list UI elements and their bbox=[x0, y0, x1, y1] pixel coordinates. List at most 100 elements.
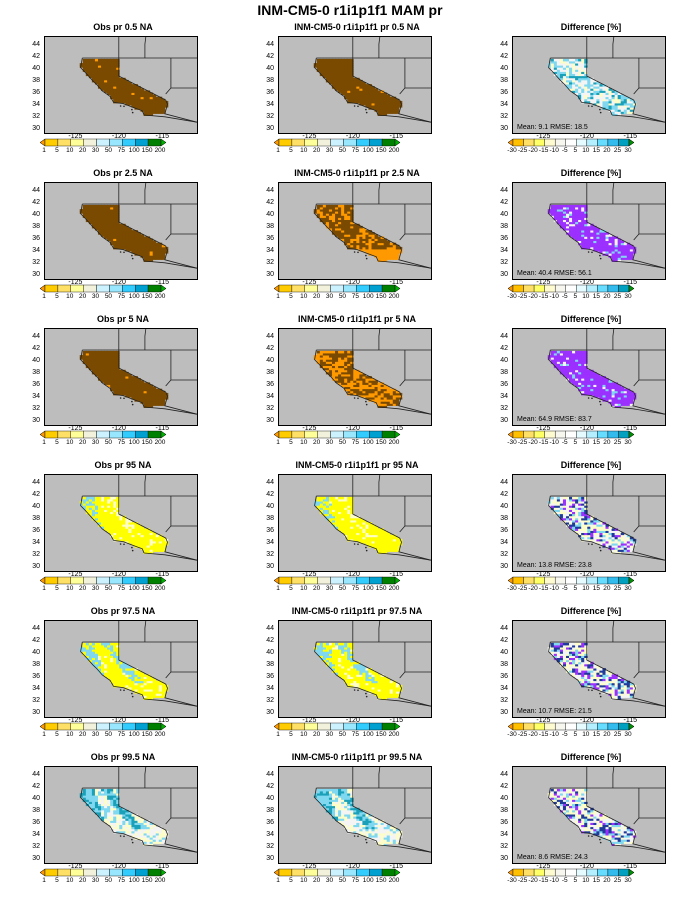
grid-cell bbox=[362, 536, 366, 540]
grid-cell bbox=[614, 236, 619, 239]
grid-cell bbox=[575, 509, 579, 512]
grid-cell bbox=[335, 213, 339, 216]
colorbar-tick-label: 20 bbox=[603, 293, 611, 300]
colorbar-segment bbox=[576, 284, 588, 293]
grid-cell bbox=[85, 209, 90, 212]
grid-cell bbox=[161, 255, 166, 258]
grid-cell bbox=[338, 73, 342, 77]
grid-cell bbox=[146, 253, 151, 256]
grid-cell bbox=[104, 642, 108, 646]
grid-cell bbox=[602, 234, 606, 237]
grid-cell bbox=[107, 672, 111, 675]
grid-cell bbox=[359, 374, 363, 377]
grid-cell bbox=[350, 100, 354, 104]
grid-cell bbox=[617, 253, 622, 256]
grid-cell bbox=[380, 96, 385, 100]
grid-cell bbox=[131, 395, 135, 398]
grid-cell bbox=[338, 71, 342, 74]
grid-cell bbox=[359, 230, 363, 233]
grid-cell bbox=[575, 207, 579, 210]
border-line bbox=[144, 329, 147, 350]
grid-cell bbox=[380, 249, 385, 252]
grid-cell bbox=[611, 382, 616, 385]
grid-cell bbox=[581, 207, 585, 210]
grid-cell bbox=[605, 530, 609, 533]
grid-cell bbox=[356, 90, 360, 93]
grid-cell bbox=[116, 386, 120, 390]
grid-cell bbox=[562, 513, 567, 517]
grid-cell bbox=[122, 234, 126, 237]
grid-cell bbox=[383, 397, 388, 400]
grid-cell bbox=[380, 253, 385, 256]
grid-cell bbox=[608, 380, 612, 383]
island bbox=[599, 546, 601, 549]
grid-cell bbox=[152, 249, 157, 252]
grid-cell bbox=[565, 505, 570, 508]
grid-cell bbox=[599, 232, 603, 235]
grid-cell bbox=[161, 249, 166, 252]
grid-cell bbox=[101, 367, 105, 371]
grid-cell bbox=[325, 369, 330, 373]
grid-cell bbox=[617, 96, 622, 100]
grid-cell bbox=[578, 534, 582, 538]
grid-cell bbox=[131, 240, 135, 244]
grid-cell bbox=[125, 79, 129, 83]
map-svg bbox=[547, 329, 665, 415]
grid-cell bbox=[91, 58, 96, 62]
island bbox=[365, 254, 367, 257]
grid-cell bbox=[626, 111, 631, 114]
grid-cell bbox=[347, 94, 351, 98]
grid-cell bbox=[335, 359, 339, 362]
grid-cell bbox=[599, 242, 603, 246]
grid-cell bbox=[146, 259, 151, 262]
grid-cell bbox=[322, 75, 327, 79]
grid-cell bbox=[398, 249, 403, 252]
grid-cell bbox=[572, 378, 576, 381]
grid-cell bbox=[347, 357, 351, 360]
grid-cell bbox=[581, 371, 585, 375]
grid-cell bbox=[128, 672, 132, 675]
grid-cell bbox=[104, 505, 108, 508]
grid-cell bbox=[608, 98, 612, 102]
grid-cell bbox=[338, 380, 342, 383]
grid-cell bbox=[85, 353, 90, 356]
grid-cell bbox=[97, 204, 102, 208]
grid-cell bbox=[161, 251, 166, 254]
grid-cell bbox=[119, 517, 123, 521]
border-line bbox=[143, 260, 197, 269]
grid-cell bbox=[158, 403, 163, 406]
grid-cell bbox=[161, 541, 166, 544]
grid-cell bbox=[599, 395, 603, 398]
grid-cell bbox=[131, 668, 135, 671]
grid-cell bbox=[602, 88, 606, 91]
grid-cell bbox=[350, 363, 354, 366]
grid-cell bbox=[578, 90, 582, 93]
grid-cell bbox=[572, 204, 576, 208]
grid-cell bbox=[596, 103, 600, 106]
colorbar-segment bbox=[83, 722, 97, 731]
grid-cell bbox=[335, 524, 339, 527]
grid-cell bbox=[389, 111, 394, 114]
border-line bbox=[633, 350, 640, 387]
grid-cell bbox=[556, 217, 561, 220]
grid-cell bbox=[556, 213, 561, 216]
grid-cell bbox=[578, 211, 582, 214]
grid-cell bbox=[614, 238, 619, 241]
grid-cell bbox=[122, 90, 126, 93]
grid-cell bbox=[350, 388, 354, 392]
grid-cell bbox=[101, 668, 105, 671]
grid-cell bbox=[368, 236, 372, 239]
grid-cell bbox=[584, 534, 588, 538]
grid-cell bbox=[119, 94, 123, 98]
grid-cell bbox=[590, 538, 594, 542]
grid-cell bbox=[344, 63, 348, 66]
grid-cell bbox=[113, 88, 117, 91]
grid-cell bbox=[137, 390, 141, 394]
grid-cell bbox=[365, 238, 369, 241]
border-line bbox=[399, 58, 406, 95]
grid-cell bbox=[341, 505, 345, 508]
map-frame bbox=[278, 620, 432, 718]
grid-cell bbox=[125, 682, 129, 686]
grid-cell bbox=[356, 230, 360, 233]
grid-cell bbox=[110, 376, 114, 379]
